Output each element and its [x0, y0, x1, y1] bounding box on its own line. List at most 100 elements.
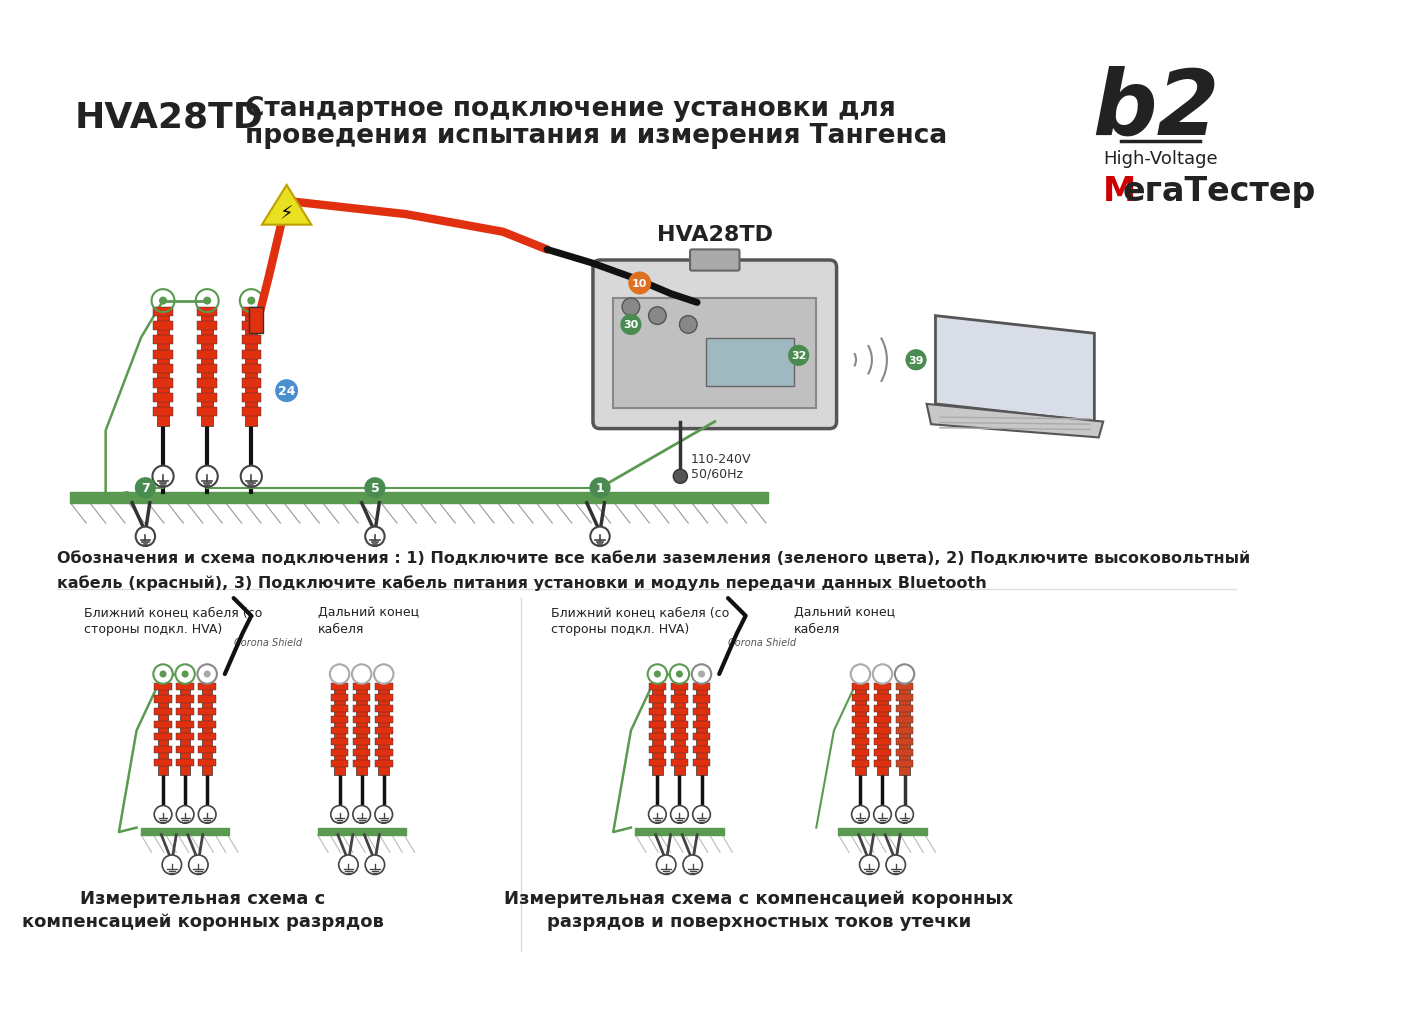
Polygon shape	[263, 185, 312, 225]
Bar	[202, 687, 212, 774]
Bar	[852, 749, 869, 756]
Bar	[614, 299, 816, 409]
FancyBboxPatch shape	[592, 261, 837, 429]
Circle shape	[682, 855, 702, 874]
Text: Ближний конец кабеля (со
стороны подкл. HVA): Ближний конец кабеля (со стороны подкл. …	[84, 605, 261, 636]
Bar	[375, 716, 393, 723]
Text: 1: 1	[595, 482, 604, 495]
Bar	[873, 683, 892, 690]
Bar	[692, 734, 710, 741]
Bar	[896, 716, 914, 723]
Bar	[198, 308, 216, 317]
Text: Corona Shield: Corona Shield	[233, 638, 302, 648]
Bar	[198, 746, 216, 753]
Bar	[900, 687, 910, 774]
FancyBboxPatch shape	[689, 250, 740, 271]
Circle shape	[247, 298, 256, 306]
Text: 30: 30	[623, 320, 639, 330]
Bar	[246, 312, 257, 427]
Circle shape	[675, 671, 682, 678]
Bar	[896, 749, 914, 756]
Circle shape	[896, 806, 914, 823]
Bar	[649, 683, 667, 690]
Bar	[331, 739, 348, 745]
Text: разрядов и поверхностных токов утечки: разрядов и поверхностных токов утечки	[546, 912, 972, 930]
Bar	[357, 687, 366, 774]
Bar	[852, 705, 869, 712]
Circle shape	[153, 664, 173, 684]
Bar	[177, 759, 194, 766]
Circle shape	[692, 664, 712, 684]
Circle shape	[851, 664, 870, 684]
Circle shape	[352, 806, 371, 823]
Polygon shape	[935, 316, 1094, 422]
Text: Обозначения и схема подключения : 1) Подключите все кабели заземления (зеленого : Обозначения и схема подключения : 1) Под…	[58, 550, 1251, 565]
Circle shape	[135, 478, 156, 499]
Text: Дальний конец
кабеля: Дальний конец кабеля	[795, 605, 896, 636]
Text: 32: 32	[790, 351, 806, 361]
Circle shape	[177, 806, 194, 823]
Circle shape	[176, 664, 195, 684]
Bar	[154, 683, 171, 690]
Bar	[331, 683, 348, 690]
Text: 10: 10	[632, 278, 647, 288]
Circle shape	[621, 315, 642, 335]
Bar	[180, 687, 191, 774]
Bar	[177, 708, 194, 715]
Bar	[852, 739, 869, 745]
Bar	[671, 696, 688, 703]
Bar	[154, 696, 171, 703]
Bar	[331, 716, 348, 723]
Circle shape	[375, 806, 393, 823]
Bar	[692, 708, 710, 715]
Bar	[153, 393, 173, 403]
Bar	[198, 759, 216, 766]
Bar	[334, 687, 345, 774]
Bar	[241, 379, 261, 388]
Bar	[649, 759, 667, 766]
Circle shape	[647, 664, 667, 684]
Text: High-Voltage: High-Voltage	[1104, 151, 1217, 168]
Bar	[241, 351, 261, 360]
Bar	[198, 336, 216, 345]
Circle shape	[873, 664, 892, 684]
Bar	[331, 760, 348, 767]
Bar	[692, 759, 710, 766]
Circle shape	[670, 664, 689, 684]
Bar	[375, 705, 393, 712]
Bar	[855, 687, 866, 774]
Bar	[896, 694, 914, 701]
Text: b2: b2	[1092, 65, 1220, 153]
Text: 24: 24	[278, 385, 295, 397]
Bar	[873, 694, 892, 701]
Bar	[241, 322, 261, 331]
Circle shape	[365, 855, 385, 874]
Bar	[198, 393, 216, 403]
Bar	[249, 308, 263, 334]
Circle shape	[886, 855, 906, 874]
Bar	[352, 728, 371, 735]
Bar	[154, 734, 171, 741]
Circle shape	[352, 664, 372, 684]
Circle shape	[852, 806, 869, 823]
Bar	[198, 734, 216, 741]
Text: HVA28TD: HVA28TD	[657, 224, 772, 245]
Bar	[873, 705, 892, 712]
Bar	[873, 739, 892, 745]
Bar	[177, 721, 194, 728]
Bar	[198, 696, 216, 703]
Bar	[649, 746, 667, 753]
Bar	[375, 728, 393, 735]
Bar	[157, 312, 168, 427]
Circle shape	[198, 664, 216, 684]
Bar	[692, 721, 710, 728]
Circle shape	[204, 298, 211, 306]
Circle shape	[649, 806, 667, 823]
Bar	[154, 746, 171, 753]
Circle shape	[859, 855, 879, 874]
Bar	[671, 734, 688, 741]
Circle shape	[692, 806, 710, 823]
Circle shape	[331, 806, 348, 823]
Bar	[153, 351, 173, 360]
Bar	[649, 696, 667, 703]
